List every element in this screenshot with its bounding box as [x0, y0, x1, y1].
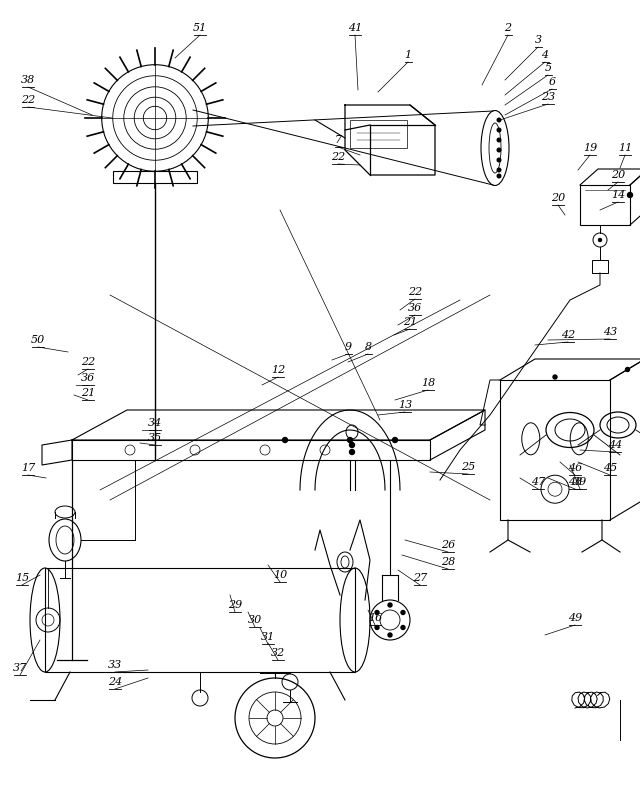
Text: 3: 3: [534, 35, 541, 45]
Text: 5: 5: [545, 63, 552, 73]
Circle shape: [348, 438, 353, 442]
Circle shape: [401, 611, 405, 614]
Text: 46: 46: [568, 463, 582, 473]
Circle shape: [627, 193, 632, 198]
Text: 26: 26: [441, 540, 455, 550]
Text: 22: 22: [81, 357, 95, 367]
Circle shape: [598, 238, 602, 241]
Circle shape: [282, 438, 287, 442]
Text: 36: 36: [81, 373, 95, 383]
Text: 41: 41: [348, 23, 362, 33]
Text: 22: 22: [408, 287, 422, 297]
Circle shape: [349, 450, 355, 454]
Text: 31: 31: [261, 632, 275, 642]
Circle shape: [388, 633, 392, 637]
Text: 47: 47: [531, 477, 545, 487]
Text: 20: 20: [551, 193, 565, 203]
Text: 48: 48: [568, 477, 582, 487]
Text: 30: 30: [248, 615, 262, 625]
Text: 36: 36: [408, 303, 422, 313]
Circle shape: [497, 128, 501, 132]
Text: 9: 9: [344, 342, 351, 352]
Text: 12: 12: [271, 365, 285, 375]
Circle shape: [497, 118, 501, 122]
Text: 34: 34: [148, 418, 162, 428]
Text: 50: 50: [31, 335, 45, 345]
Text: 4: 4: [541, 50, 548, 60]
Text: 20: 20: [611, 170, 625, 180]
Text: 2: 2: [504, 23, 511, 33]
Text: 22: 22: [331, 152, 345, 162]
Text: 11: 11: [618, 143, 632, 153]
Text: 29: 29: [228, 600, 242, 610]
Circle shape: [349, 442, 355, 447]
Circle shape: [392, 438, 397, 442]
Circle shape: [401, 626, 405, 630]
Text: 6: 6: [548, 77, 556, 87]
Text: 18: 18: [421, 378, 435, 388]
Circle shape: [497, 138, 501, 142]
Text: 39: 39: [573, 477, 587, 487]
Text: 15: 15: [15, 573, 29, 583]
Text: 1: 1: [404, 50, 412, 60]
Text: 13: 13: [398, 400, 412, 410]
Text: 35: 35: [148, 433, 162, 443]
Circle shape: [388, 603, 392, 607]
Text: 16: 16: [368, 613, 382, 623]
Text: 51: 51: [193, 23, 207, 33]
Circle shape: [553, 375, 557, 379]
Text: 19: 19: [583, 143, 597, 153]
Text: 33: 33: [108, 660, 122, 670]
Text: 22: 22: [21, 95, 35, 105]
Text: 23: 23: [541, 92, 555, 102]
Text: 24: 24: [108, 677, 122, 687]
Circle shape: [375, 611, 379, 614]
Text: 27: 27: [413, 573, 427, 583]
Text: 45: 45: [603, 463, 617, 473]
Circle shape: [497, 168, 501, 172]
Text: 28: 28: [441, 557, 455, 567]
Text: 43: 43: [603, 327, 617, 337]
Text: 7: 7: [335, 135, 342, 145]
Text: 14: 14: [611, 190, 625, 200]
Text: 21: 21: [403, 317, 417, 327]
Text: 8: 8: [364, 342, 372, 352]
Text: 17: 17: [21, 463, 35, 473]
Circle shape: [375, 626, 379, 630]
Text: 10: 10: [273, 570, 287, 580]
Circle shape: [497, 158, 501, 162]
Text: 25: 25: [461, 462, 475, 472]
Text: 21: 21: [81, 388, 95, 398]
Text: 38: 38: [21, 75, 35, 85]
Circle shape: [497, 148, 501, 151]
Text: 42: 42: [561, 330, 575, 340]
Text: 37: 37: [13, 663, 27, 673]
Text: 32: 32: [271, 648, 285, 658]
Text: 49: 49: [568, 613, 582, 623]
Circle shape: [625, 367, 630, 371]
Circle shape: [497, 175, 501, 178]
Text: 44: 44: [608, 440, 622, 450]
